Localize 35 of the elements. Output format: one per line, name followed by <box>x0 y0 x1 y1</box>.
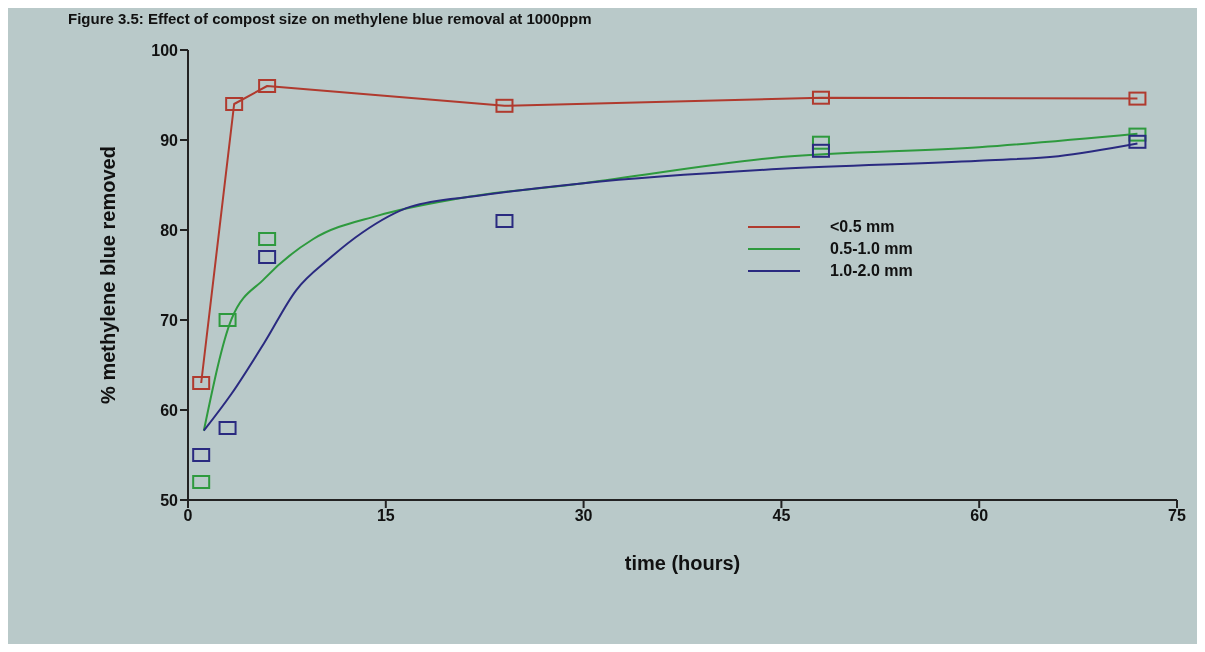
x-tick-label: 60 <box>970 507 989 525</box>
point <box>192 376 211 390</box>
y-tick-label: 100 <box>151 41 179 59</box>
x-tick-label: 30 <box>574 507 593 525</box>
legend-label: 0.5-1.0 mm <box>830 240 913 258</box>
point <box>1128 134 1147 149</box>
point <box>1128 91 1147 106</box>
point <box>258 232 277 246</box>
point <box>218 313 237 327</box>
y-tick-label: 50 <box>160 491 179 509</box>
x-tick-label: 45 <box>772 507 791 525</box>
point <box>258 250 277 264</box>
y-tick-label: 60 <box>160 401 179 419</box>
point <box>218 421 237 435</box>
point <box>225 97 244 111</box>
x-tick-label: 15 <box>376 507 395 525</box>
x-tick-label: 75 <box>1168 507 1186 525</box>
chart-title: Figure 3.5: Effect of compost size on methylene blue removal at 1000ppm <box>67 9 593 29</box>
point <box>811 135 830 150</box>
point <box>811 90 830 105</box>
y-axis-title: % methylene blue removed <box>97 146 120 404</box>
point <box>1128 127 1147 142</box>
x-tick-label: 0 <box>183 507 193 525</box>
point <box>192 475 211 489</box>
point <box>811 143 830 158</box>
legend-label: <0.5 mm <box>830 218 895 236</box>
y-tick-label: 70 <box>160 311 179 329</box>
point <box>495 98 514 113</box>
point <box>258 79 277 93</box>
y-tick-label: 80 <box>160 221 179 239</box>
point <box>495 214 514 228</box>
y-tick-label: 90 <box>160 131 179 149</box>
legend-label: 1.0-2.0 mm <box>830 262 913 280</box>
point <box>192 448 211 462</box>
x-axis-title: time (hours) <box>624 552 741 574</box>
